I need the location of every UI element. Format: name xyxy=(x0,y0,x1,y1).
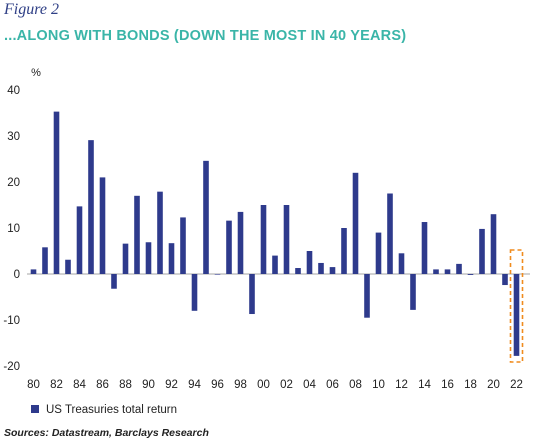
bar-2019 xyxy=(479,228,485,274)
bar-1997 xyxy=(226,220,232,274)
bar-2001 xyxy=(272,255,278,274)
x-tick-label: 22 xyxy=(510,379,523,391)
bar-1990 xyxy=(145,242,152,274)
bar-2013 xyxy=(410,274,416,310)
x-axis: 80 82 84 86 88 90 92 94 96 98 00 02 04 06 08 10 12 14 16 18… xyxy=(27,379,523,391)
x-tick-label: 02 xyxy=(280,379,293,391)
bar-1993 xyxy=(180,217,186,274)
bar-2017 xyxy=(456,263,462,274)
bar-1986 xyxy=(99,177,106,274)
y-axis-unit-label: % xyxy=(31,67,41,79)
bar-2002 xyxy=(283,205,290,274)
bar-2007 xyxy=(341,228,347,274)
x-tick-label: 92 xyxy=(165,379,178,391)
bar-2004 xyxy=(306,251,313,274)
x-tick-label: 96 xyxy=(211,379,224,391)
x-tick-label: 88 xyxy=(119,379,132,391)
x-tick-label: 80 xyxy=(27,379,40,391)
x-tick-label: 86 xyxy=(96,379,109,391)
y-tick-label: -20 xyxy=(3,361,20,373)
bar-2020 xyxy=(490,214,497,274)
bars-group xyxy=(30,111,520,356)
source-note: Sources: Datastream, Barclays Research xyxy=(4,427,209,439)
bar-2005 xyxy=(318,262,324,274)
x-tick-label: 20 xyxy=(487,379,500,391)
y-tick-label: 10 xyxy=(7,223,20,235)
chart-title: ...ALONG WITH BONDS (DOWN THE MOST IN 40… xyxy=(4,28,407,44)
y-axis: 40 30 20 10 0 -10 -20 xyxy=(3,85,20,373)
legend-swatch xyxy=(31,405,39,413)
x-tick-label: 10 xyxy=(372,379,385,391)
bar-1988 xyxy=(122,243,129,274)
bar-2015 xyxy=(433,269,439,274)
x-tick-label: 90 xyxy=(142,379,155,391)
bar-1984 xyxy=(76,206,83,274)
bar-2014 xyxy=(421,222,428,274)
bar-2009 xyxy=(364,274,370,318)
bar-2018 xyxy=(467,274,474,275)
bar-1989 xyxy=(134,195,140,274)
bar-2003 xyxy=(295,268,301,274)
bar-1982 xyxy=(53,111,60,275)
bar-1987 xyxy=(111,274,117,289)
x-tick-label: 04 xyxy=(303,379,316,391)
bar-1996 xyxy=(214,274,221,275)
x-tick-label: 00 xyxy=(257,379,270,391)
bar-2021 xyxy=(502,274,508,286)
x-tick-label: 18 xyxy=(464,379,477,391)
bar-2010 xyxy=(375,232,382,274)
x-tick-label: 16 xyxy=(441,379,454,391)
bar-1994 xyxy=(191,274,198,311)
bar-2022 xyxy=(513,274,520,356)
x-tick-label: 12 xyxy=(395,379,408,391)
y-tick-label: 30 xyxy=(7,131,20,143)
bar-1992 xyxy=(168,243,175,274)
bar-2000 xyxy=(260,205,267,274)
bar-2016 xyxy=(444,269,451,274)
y-tick-label: 20 xyxy=(7,177,20,189)
bar-2006 xyxy=(329,267,336,274)
figure-label: Figure 2 xyxy=(4,1,59,18)
bar-1998 xyxy=(237,211,244,274)
x-tick-label: 14 xyxy=(418,379,431,391)
highlight-box-2022 xyxy=(509,249,524,363)
bar-1981 xyxy=(42,247,48,274)
legend: US Treasuries total return xyxy=(31,404,177,416)
bar-2008 xyxy=(352,172,359,274)
bar-1983 xyxy=(65,259,71,274)
legend-label: US Treasuries total return xyxy=(46,404,177,416)
x-tick-label: 08 xyxy=(349,379,362,391)
x-tick-label: 82 xyxy=(50,379,63,391)
bar-1999 xyxy=(249,274,255,315)
bar-1980 xyxy=(30,269,37,274)
bar-1995 xyxy=(203,160,209,274)
x-tick-label: 06 xyxy=(326,379,339,391)
bar-1985 xyxy=(88,140,94,274)
y-tick-label: 0 xyxy=(14,269,20,281)
y-tick-label: 40 xyxy=(7,85,20,97)
y-tick-label: -10 xyxy=(3,315,20,327)
x-tick-label: 94 xyxy=(188,379,201,391)
bar-2012 xyxy=(398,253,405,274)
bar-2011 xyxy=(387,193,393,274)
x-tick-label: 98 xyxy=(234,379,247,391)
x-tick-label: 84 xyxy=(73,379,86,391)
bar-1991 xyxy=(157,191,163,274)
